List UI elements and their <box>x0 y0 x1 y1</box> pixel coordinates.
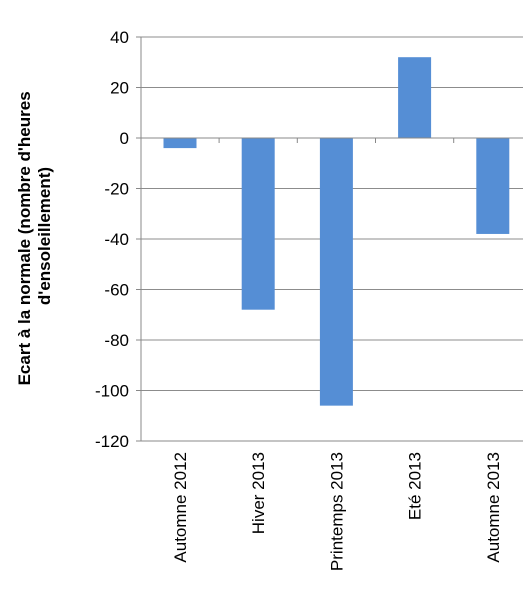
y-axis-title-line-1: Ecart à la normale (nombre d'heures <box>15 91 34 385</box>
y-tick-label: -100 <box>95 382 129 401</box>
y-tick-label: -80 <box>104 331 129 350</box>
bar <box>476 138 510 234</box>
y-tick-label: 20 <box>110 79 129 98</box>
bar <box>319 138 353 406</box>
y-tick-label: -40 <box>104 230 129 249</box>
y-tick-label: 0 <box>120 129 129 148</box>
axes <box>140 37 523 442</box>
y-axis-title-line-2: d'ensoleillement) <box>35 167 54 305</box>
bar <box>398 57 432 139</box>
x-tick-label: Eté 2013 <box>406 452 425 520</box>
bars <box>163 57 510 406</box>
y-axis-title: Ecart à la normale (nombre d'heures d'en… <box>15 87 54 386</box>
x-tick-label: Hiver 2013 <box>249 452 268 534</box>
bar <box>163 138 197 149</box>
y-tick-label: 40 <box>110 28 129 47</box>
y-tick-label: -120 <box>95 432 129 451</box>
y-tick-label: -60 <box>104 281 129 300</box>
x-tick-label: Printemps 2013 <box>327 452 346 571</box>
y-tick-label: -20 <box>104 180 129 199</box>
x-tick-label: Automne 2013 <box>484 452 503 563</box>
x-tick-labels: Automne 2012 Hiver 2013 Printemps 2013 Eté … <box>171 452 503 571</box>
x-tick-label: Automne 2012 <box>171 452 190 563</box>
y-tick-labels: 40 20 0 -20 -40 -60 -80 -100 -120 <box>95 28 129 451</box>
bar <box>241 138 275 310</box>
